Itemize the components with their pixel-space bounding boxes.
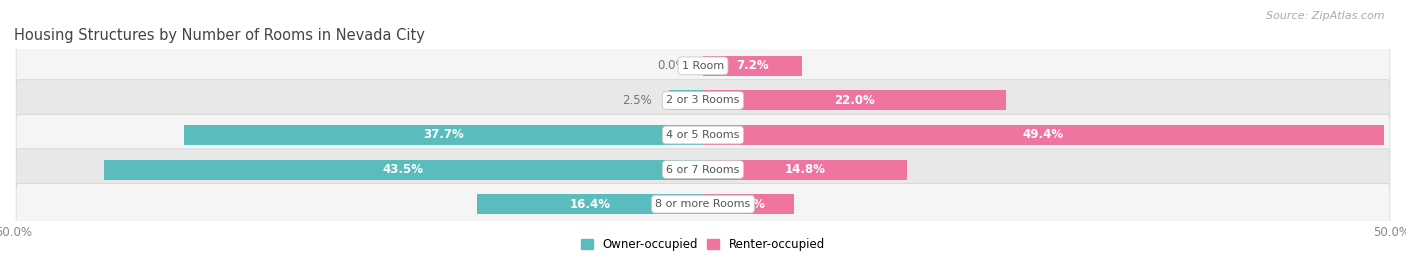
Text: 43.5%: 43.5% [382,163,423,176]
Bar [703,90,1007,110]
Text: 7.2%: 7.2% [737,59,769,72]
FancyBboxPatch shape [15,149,1391,190]
Text: 16.4%: 16.4% [569,198,610,211]
Text: Housing Structures by Number of Rooms in Nevada City: Housing Structures by Number of Rooms in… [14,28,425,43]
Text: 4 or 5 Rooms: 4 or 5 Rooms [666,130,740,140]
Bar [703,125,1384,145]
FancyBboxPatch shape [15,114,1391,156]
Bar [184,125,703,145]
Bar [703,56,803,76]
Text: 0.0%: 0.0% [657,59,686,72]
Bar [703,194,794,214]
Bar [669,90,703,110]
Legend: Owner-occupied, Renter-occupied: Owner-occupied, Renter-occupied [579,236,827,254]
Bar [104,160,703,180]
Text: 6.6%: 6.6% [733,198,765,211]
Text: 6 or 7 Rooms: 6 or 7 Rooms [666,164,740,175]
Text: 2.5%: 2.5% [623,94,652,107]
Bar [703,160,907,180]
Text: 49.4%: 49.4% [1022,129,1064,141]
Text: 8 or more Rooms: 8 or more Rooms [655,199,751,209]
FancyBboxPatch shape [15,45,1391,87]
Text: 1 Room: 1 Room [682,61,724,71]
FancyBboxPatch shape [15,80,1391,121]
Text: 22.0%: 22.0% [834,94,875,107]
Text: Source: ZipAtlas.com: Source: ZipAtlas.com [1267,11,1385,21]
Text: 2 or 3 Rooms: 2 or 3 Rooms [666,95,740,106]
Text: 37.7%: 37.7% [423,129,464,141]
FancyBboxPatch shape [15,183,1391,225]
Bar [477,194,703,214]
Text: 14.8%: 14.8% [785,163,825,176]
